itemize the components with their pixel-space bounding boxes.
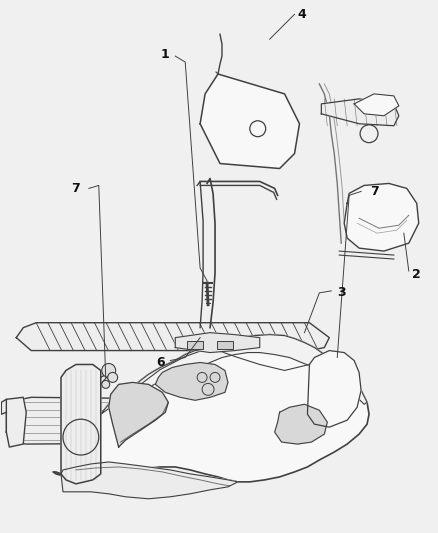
Bar <box>217 341 233 349</box>
Polygon shape <box>275 404 327 444</box>
Polygon shape <box>344 183 419 251</box>
Text: 7: 7 <box>370 185 378 198</box>
Polygon shape <box>61 365 101 484</box>
Polygon shape <box>7 397 26 447</box>
Polygon shape <box>109 382 168 447</box>
Polygon shape <box>200 74 300 168</box>
Polygon shape <box>53 335 369 482</box>
Polygon shape <box>321 99 399 126</box>
Polygon shape <box>354 94 399 116</box>
Polygon shape <box>155 362 228 400</box>
Circle shape <box>108 373 118 382</box>
Text: 3: 3 <box>337 286 346 300</box>
Circle shape <box>102 381 110 389</box>
Polygon shape <box>16 322 329 351</box>
Polygon shape <box>61 462 238 499</box>
Bar <box>187 341 203 349</box>
Text: 4: 4 <box>297 8 306 21</box>
Text: 6: 6 <box>156 356 165 369</box>
Text: 2: 2 <box>412 269 421 281</box>
Text: 7: 7 <box>71 182 80 195</box>
Circle shape <box>102 364 116 377</box>
Polygon shape <box>101 335 367 414</box>
Polygon shape <box>7 397 339 444</box>
Text: 1: 1 <box>161 47 170 61</box>
Polygon shape <box>307 351 361 427</box>
Polygon shape <box>175 333 260 352</box>
